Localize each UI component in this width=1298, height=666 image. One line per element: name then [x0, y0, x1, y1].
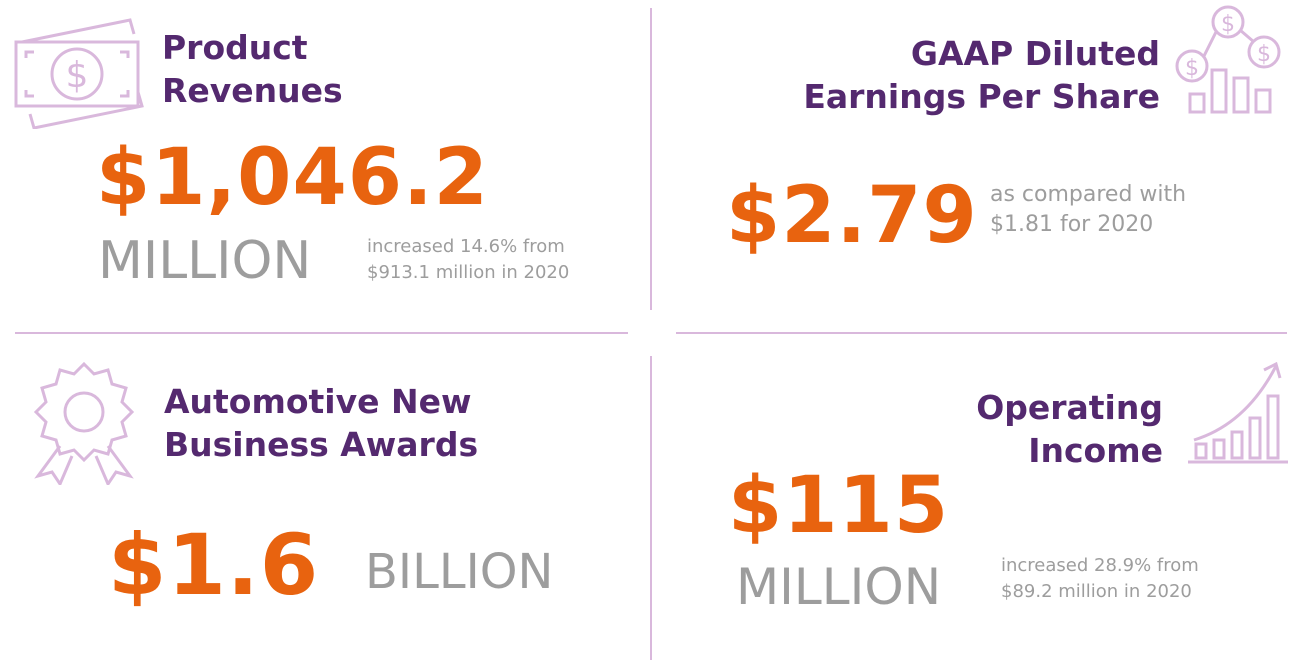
- vertical-divider-bottom: [650, 356, 652, 660]
- product-revenues-title: Product Revenues: [162, 26, 343, 112]
- horizontal-divider-left: [15, 332, 628, 334]
- horizontal-divider-right: [676, 332, 1287, 334]
- operating-income-note-line2: $89.2 million in 2020: [1001, 581, 1192, 602]
- gaap-eps-title-line2: Earnings Per Share: [803, 77, 1160, 116]
- gaap-eps-note-line1: as compared with: [990, 182, 1187, 207]
- automotive-awards-unit: BILLION: [365, 544, 554, 600]
- product-revenues-unit: MILLION: [98, 231, 312, 291]
- gaap-eps-note-line2: $1.81 for 2020: [990, 212, 1154, 237]
- gaap-eps-note: as compared with $1.81 for 2020: [990, 180, 1186, 240]
- operating-income-title-line2: Income: [1028, 431, 1163, 470]
- growth-chart-icon: [1186, 362, 1290, 466]
- svg-text:$: $: [1221, 12, 1235, 37]
- operating-income-title: Operating Income: [976, 386, 1163, 472]
- product-revenues-title-line2: Revenues: [162, 71, 343, 110]
- svg-text:$: $: [66, 55, 89, 96]
- operating-income-note: increased 28.9% from $89.2 million in 20…: [1001, 553, 1199, 605]
- award-ribbon-icon: [32, 360, 137, 485]
- product-revenues-note-line2: $913.1 million in 2020: [367, 262, 570, 283]
- money-bill-icon: $: [12, 14, 147, 129]
- automotive-awards-title-line1: Automotive New: [164, 382, 472, 421]
- operating-income-unit: MILLION: [736, 558, 942, 616]
- operating-income-note-line1: increased 28.9% from: [1001, 555, 1199, 576]
- svg-text:$: $: [1185, 56, 1199, 81]
- svg-text:$: $: [1257, 42, 1271, 67]
- automotive-awards-title-line2: Business Awards: [164, 425, 479, 464]
- gaap-eps-value: $2.79: [726, 171, 978, 261]
- product-revenues-note: increased 14.6% from $913.1 million in 2…: [367, 234, 569, 286]
- gaap-eps-title: GAAP Diluted Earnings Per Share: [803, 32, 1160, 118]
- coins-chart-icon: $ $ $: [1168, 4, 1283, 119]
- vertical-divider-top: [650, 8, 652, 310]
- automotive-awards-value: $1.6: [108, 516, 320, 614]
- automotive-awards-title: Automotive New Business Awards: [164, 380, 478, 466]
- product-revenues-note-line1: increased 14.6% from: [367, 236, 565, 257]
- operating-income-value: $115: [728, 461, 950, 551]
- operating-income-title-line1: Operating: [976, 388, 1163, 427]
- product-revenues-value: $1,046.2: [96, 133, 489, 223]
- product-revenues-title-line1: Product: [162, 28, 308, 67]
- gaap-eps-title-line1: GAAP Diluted: [910, 34, 1160, 73]
